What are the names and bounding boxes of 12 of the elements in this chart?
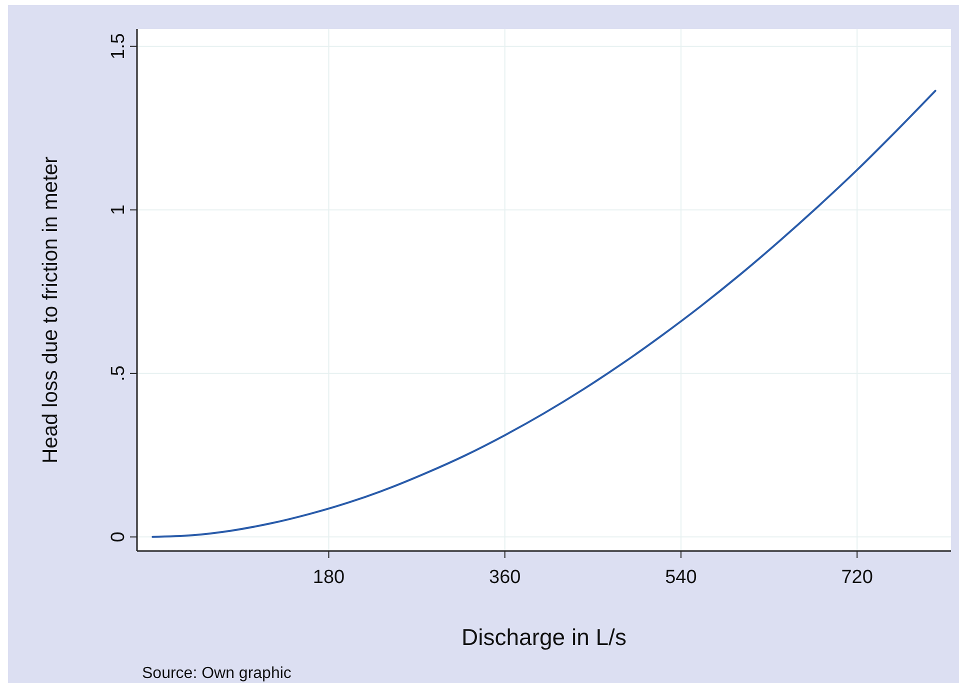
y-tick-label: 1.5 [108, 33, 129, 60]
x-tick-label: 360 [489, 567, 521, 588]
x-tick-label: 180 [312, 567, 345, 588]
y-tick-label: 0 [108, 532, 129, 542]
x-tick-label: 720 [841, 567, 873, 588]
line-series [152, 90, 936, 538]
y-tick-label: .5 [108, 365, 129, 382]
y-tick-label: 1 [108, 204, 129, 216]
y-axis-title: Head loss due to friction in meter [39, 156, 62, 464]
x-axis-title: Discharge in L/s [462, 624, 626, 650]
source-note: Source: Own graphic [142, 665, 292, 682]
x-tick-label: 540 [665, 567, 697, 588]
